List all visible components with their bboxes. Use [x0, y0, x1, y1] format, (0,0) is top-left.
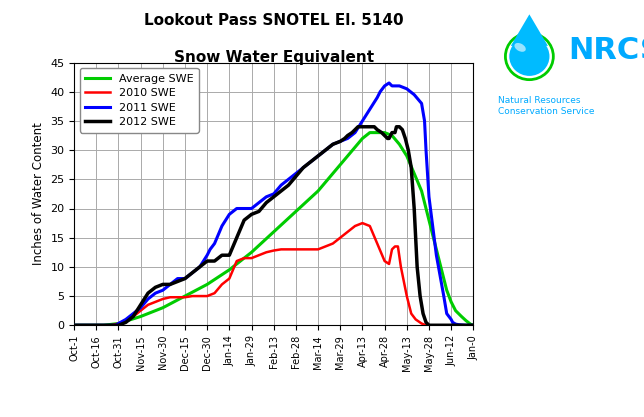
- Y-axis label: Inches of Water Content: Inches of Water Content: [32, 123, 44, 265]
- Text: Snow Water Equivalent: Snow Water Equivalent: [174, 50, 374, 65]
- Polygon shape: [511, 14, 548, 46]
- Circle shape: [509, 37, 549, 76]
- Text: NRCS: NRCS: [568, 36, 644, 65]
- Legend: Average SWE, 2010 SWE, 2011 SWE, 2012 SWE: Average SWE, 2010 SWE, 2011 SWE, 2012 SW…: [80, 68, 199, 133]
- Ellipse shape: [515, 43, 526, 52]
- Text: Lookout Pass SNOTEL El. 5140: Lookout Pass SNOTEL El. 5140: [144, 13, 404, 28]
- Text: Natural Resources
Conservation Service: Natural Resources Conservation Service: [498, 95, 595, 116]
